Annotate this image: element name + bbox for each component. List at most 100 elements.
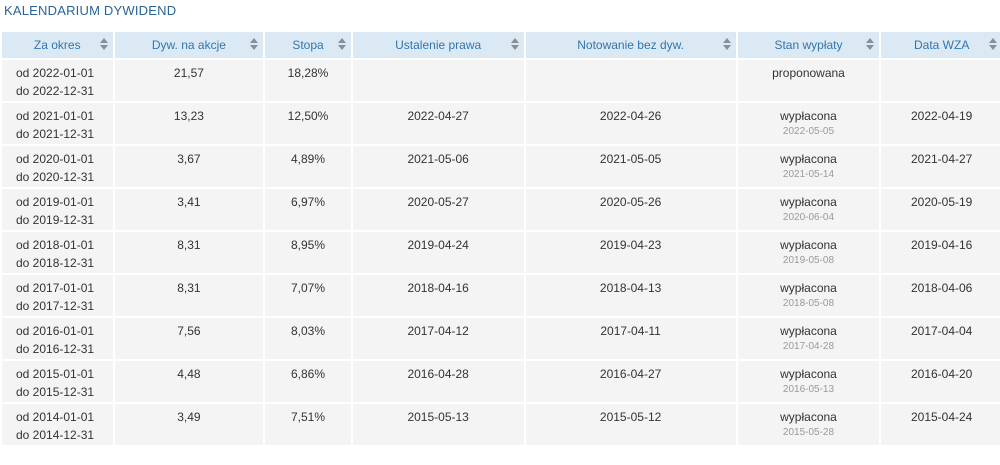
agm-date-cell-value: 2022-04-19	[910, 109, 973, 123]
agm-date-cell: 2015-04-24	[881, 404, 1000, 445]
dividend-cell: 21,57	[114, 60, 264, 101]
record-date-cell-value: 2020-05-27	[407, 195, 469, 209]
dividend-cell-value: 3,41	[177, 195, 201, 209]
agm-date-cell-value: 2015-04-24	[910, 410, 973, 424]
record-date-cell-value: 2015-05-13	[407, 410, 469, 424]
agm-date-cell-value: 2021-04-27	[910, 152, 973, 166]
sort-icon[interactable]	[337, 38, 346, 50]
rate-cell-value: 4,89%	[290, 152, 326, 166]
period-to: do 2014-12-31	[16, 428, 95, 442]
rate-cell-value: 8,03%	[290, 324, 326, 338]
period-cell: od 2015-01-01 do 2015-12-31	[2, 361, 113, 402]
dividend-cell-value: 7,56	[177, 324, 201, 338]
table-row: od 2018-01-01 do 2018-12-31 8,31 8,95% 2019-…	[2, 232, 1000, 273]
ex-date-cell-value: 2021-05-05	[599, 152, 662, 166]
sort-icon[interactable]	[722, 38, 731, 50]
column-header-dividend[interactable]: Dyw. na akcje	[114, 32, 264, 58]
agm-date-cell: 2019-04-16	[881, 232, 1000, 273]
period-from: od 2020-01-01	[16, 152, 95, 166]
agm-date-cell: 2017-04-04	[881, 318, 1000, 359]
record-date-cell-value: 2017-04-12	[407, 324, 469, 338]
rate-cell: 7,51%	[265, 404, 351, 445]
agm-date-cell-value: 2019-04-16	[910, 238, 973, 252]
payout-status: wypłacona	[780, 109, 837, 123]
rate-cell: 8,03%	[265, 318, 351, 359]
table-row: od 2020-01-01 do 2020-12-31 3,67 4,89% 2021-…	[2, 146, 1000, 187]
dividend-cell-value: 3,49	[177, 410, 201, 424]
record-date-cell-value	[353, 60, 524, 64]
sort-icon[interactable]	[250, 38, 259, 50]
column-header-status[interactable]: Stan wypłaty	[737, 32, 880, 58]
rate-cell: 7,07%	[265, 275, 351, 316]
ex-date-cell	[525, 60, 736, 101]
record-date-cell: 2018-04-16	[352, 275, 524, 316]
ex-date-cell-value	[526, 60, 736, 64]
table-row: od 2019-01-01 do 2019-12-31 3,41 6,97% 2020-…	[2, 189, 1000, 230]
agm-date-cell: 2022-04-19	[881, 103, 1000, 144]
status-cell: wypłacona 2016-05-13	[737, 361, 880, 402]
record-date-cell: 2016-04-28	[352, 361, 524, 402]
period-to: do 2015-12-31	[16, 385, 95, 399]
period-from: od 2022-01-01	[16, 66, 95, 80]
record-date-cell: 2015-05-13	[352, 404, 524, 445]
sort-icon[interactable]	[99, 38, 108, 50]
agm-date-cell: 2021-04-27	[881, 146, 1000, 187]
agm-date-cell-value: 2017-04-04	[910, 324, 973, 338]
column-header-agm-date[interactable]: Data WZA	[881, 32, 1000, 58]
record-date-cell	[352, 60, 524, 101]
dividend-cell: 3,41	[114, 189, 264, 230]
payout-status: wypłacona	[780, 410, 837, 424]
column-header-record-date[interactable]: Ustalenie prawa	[352, 32, 524, 58]
column-header-ex-date[interactable]: Notowanie bez dyw.	[525, 32, 736, 58]
period-cell: od 2020-01-01 do 2020-12-31	[2, 146, 113, 187]
ex-date-cell-value: 2020-05-26	[599, 195, 662, 209]
sort-icon[interactable]	[989, 38, 997, 50]
status-cell: proponowana	[737, 60, 880, 101]
dividend-cell: 8,31	[114, 275, 264, 316]
sort-icon[interactable]	[866, 38, 875, 50]
payout-date: 2021-05-14	[782, 169, 835, 180]
rate-cell-value: 7,07%	[290, 281, 326, 295]
payout-date: 2019-05-08	[782, 255, 835, 266]
column-header-rate[interactable]: Stopa	[265, 32, 351, 58]
sort-icon[interactable]	[510, 38, 519, 50]
record-date-cell-value: 2016-04-28	[407, 367, 469, 381]
column-header-period[interactable]: Za okres	[2, 32, 113, 58]
rate-cell-value: 8,95%	[290, 238, 326, 252]
rate-cell: 4,89%	[265, 146, 351, 187]
agm-date-cell-value: 2018-04-06	[910, 281, 973, 295]
payout-date: 2022-05-05	[782, 126, 835, 137]
status-cell: wypłacona 2019-05-08	[737, 232, 880, 273]
payout-status: wypłacona	[780, 238, 837, 252]
agm-date-cell: 2018-04-06	[881, 275, 1000, 316]
table-row: od 2017-01-01 do 2017-12-31 8,31 7,07% 2018-…	[2, 275, 1000, 316]
header-row: Za okres Dyw. na akcje Stopa Ustalenie p…	[2, 32, 1000, 58]
ex-date-cell: 2020-05-26	[525, 189, 736, 230]
period-from: od 2015-01-01	[16, 367, 95, 381]
period-from: od 2014-01-01	[16, 410, 95, 424]
agm-date-cell-value: 2016-04-20	[910, 367, 973, 381]
record-date-cell-value: 2021-05-06	[407, 152, 469, 166]
record-date-cell: 2017-04-12	[352, 318, 524, 359]
payout-date: 2020-06-04	[782, 212, 835, 223]
ex-date-cell: 2017-04-11	[525, 318, 736, 359]
status-cell: wypłacona 2020-06-04	[737, 189, 880, 230]
ex-date-cell-value: 2015-05-12	[599, 410, 662, 424]
rate-cell: 18,28%	[265, 60, 351, 101]
agm-date-cell-value	[881, 60, 1000, 64]
agm-date-cell-value: 2020-05-19	[910, 195, 973, 209]
record-date-cell: 2020-05-27	[352, 189, 524, 230]
table-row: od 2015-01-01 do 2015-12-31 4,48 6,86% 2016-…	[2, 361, 1000, 402]
payout-status: wypłacona	[780, 152, 837, 166]
table-row: od 2022-01-01 do 2022-12-31 21,57 18,28% pro…	[2, 60, 1000, 101]
dividend-cell-value: 13,23	[173, 109, 204, 123]
agm-date-cell: 2016-04-20	[881, 361, 1000, 402]
period-to: do 2020-12-31	[16, 170, 95, 184]
ex-date-cell: 2019-04-23	[525, 232, 736, 273]
section-title: KALENDARIUM DYWIDEND	[4, 3, 177, 18]
rate-cell: 6,97%	[265, 189, 351, 230]
period-from: od 2019-01-01	[16, 195, 95, 209]
period-from: od 2016-01-01	[16, 324, 95, 338]
ex-date-cell-value: 2017-04-11	[600, 324, 661, 338]
rate-cell: 8,95%	[265, 232, 351, 273]
